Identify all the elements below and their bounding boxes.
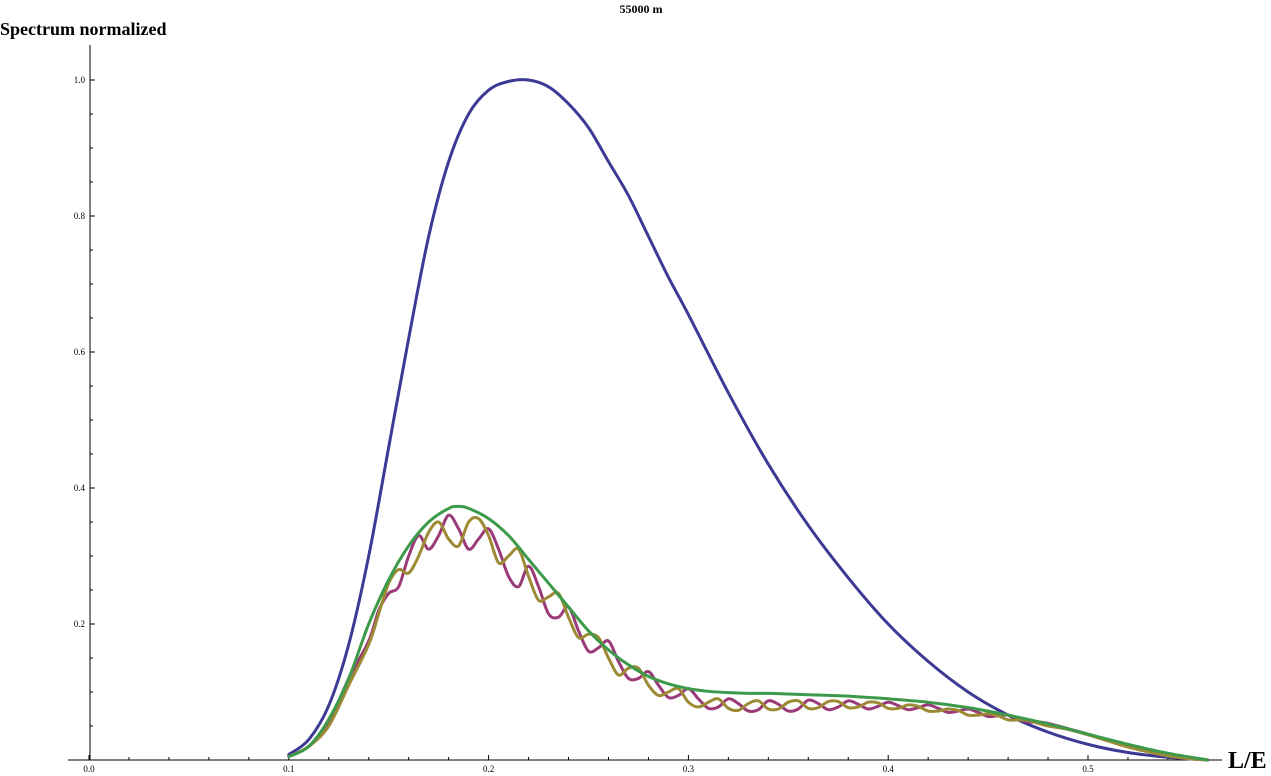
y-tick-label: 0.8 xyxy=(74,211,86,221)
x-tick-label: 0.2 xyxy=(483,764,494,774)
axes xyxy=(68,45,1222,761)
y-tick-label: 0.2 xyxy=(74,619,85,629)
series-line-magenta xyxy=(287,513,1210,762)
x-tick-label: 0.0 xyxy=(83,764,95,774)
x-tick-label: 0.5 xyxy=(1082,764,1094,774)
x-tick-label: 0.4 xyxy=(883,764,895,774)
y-tick-label: 0.4 xyxy=(74,483,86,493)
series-line-green xyxy=(287,504,1210,762)
series-line-blue xyxy=(287,78,1210,762)
ticks: 0.0 0.1 0.2 0.3 0.4 0.5 0.2 0.4 0.6 0.8 1.0 xyxy=(74,75,1169,774)
y-tick-label: 1.0 xyxy=(74,75,86,85)
plot-area xyxy=(287,78,1210,762)
chart-title: 55000 m xyxy=(620,2,663,16)
y-axis-label: Spectrum normalized xyxy=(0,19,166,39)
series-line-olive xyxy=(287,515,1210,762)
x-tick-label: 0.3 xyxy=(683,764,695,774)
y-tick-label: 0.6 xyxy=(74,347,86,357)
x-axis-label: L/E xyxy=(1228,748,1267,774)
x-tick-label: 0.1 xyxy=(283,764,294,774)
